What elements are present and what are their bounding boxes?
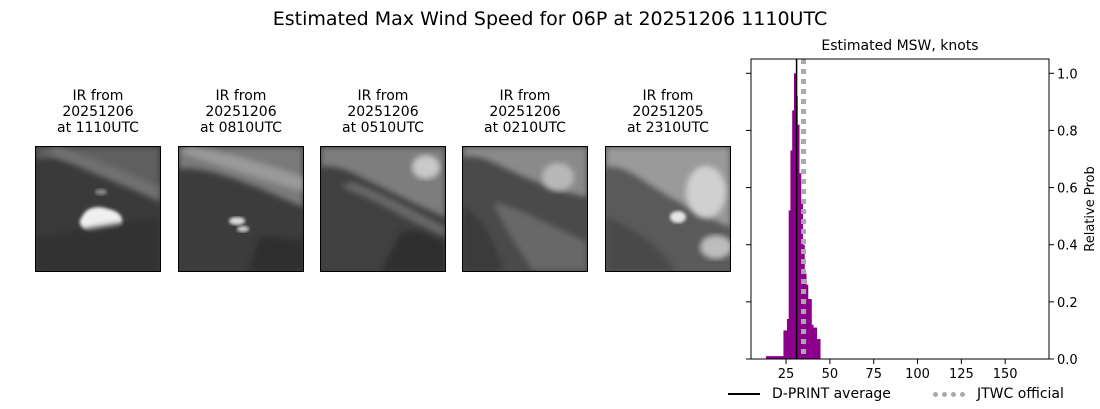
figure-title: Estimated Max Wind Speed for 06P at 2025… [272, 8, 828, 30]
reference-lines [795, 59, 807, 359]
histogram-bar [781, 356, 784, 359]
ir-caption-line: IR from [72, 88, 124, 104]
histogram-bar [804, 273, 807, 359]
histogram-bar [814, 327, 818, 359]
ir-caption-line: IR from [499, 88, 551, 104]
histogram-bar [790, 150, 793, 359]
histogram-bar [785, 330, 788, 359]
x-tick-label: 125 [949, 367, 974, 382]
legend-solid-line-icon [728, 393, 760, 395]
histogram-bar [818, 339, 821, 359]
legend-dotted-line-icon [933, 391, 965, 397]
plot-frame [750, 58, 1050, 360]
ir-caption-date: 20251206 [347, 104, 419, 120]
ir-caption: IR from 20251206 at 1110UTC [35, 88, 161, 140]
histogram-bar [813, 327, 816, 359]
ir-panel-5: IR from 20251205 at 2310UTC [605, 88, 731, 272]
histogram-bar [799, 173, 802, 359]
histogram-bar [769, 356, 772, 359]
ir-panel-4: IR from 20251206 at 0210UTC [462, 88, 588, 272]
x-tick-label: 100 [905, 367, 930, 382]
histogram-bar [774, 356, 777, 359]
legend-label: JTWC official [977, 386, 1064, 402]
y-tick-label: 1.0 [1057, 67, 1078, 82]
histogram-bar [765, 356, 768, 359]
histogram-bar [767, 356, 770, 359]
ir-caption: IR from 20251206 at 0210UTC [462, 88, 588, 140]
histogram-bar [797, 124, 800, 359]
chart-title: Estimated MSW, knots [821, 38, 978, 54]
ir-caption-time: at 0510UTC [342, 120, 424, 136]
ir-caption-line: IR from [642, 88, 694, 104]
x-axis-ticks: 25 50 75 100 125 150 [778, 359, 1018, 382]
ir-caption-date: 20251206 [205, 104, 277, 120]
ir-caption: IR from 20251205 at 2310UTC [605, 88, 731, 140]
x-tick-label: 25 [778, 367, 795, 382]
ir-satellite-image [35, 146, 161, 272]
ir-panel-2: IR from 20251206 at 0810UTC [178, 88, 304, 272]
histogram-bar [807, 299, 811, 359]
ir-caption-line: IR from [215, 88, 267, 104]
histogram-bar [811, 324, 814, 359]
ir-caption-time: at 1110UTC [57, 120, 139, 136]
histogram-bar [771, 356, 774, 359]
histogram-bar [779, 356, 782, 359]
histogram-bar [792, 110, 795, 359]
y-tick-label: 0.2 [1057, 296, 1078, 311]
legend-label: D-PRINT average [772, 386, 891, 402]
ir-caption-time: at 0810UTC [200, 120, 282, 136]
histogram-bar [772, 356, 775, 359]
ir-satellite-image [320, 146, 446, 272]
ir-panel-3: IR from 20251206 at 0510UTC [320, 88, 446, 272]
ir-caption-date: 20251205 [632, 104, 704, 120]
ir-caption: IR from 20251206 at 0510UTC [320, 88, 446, 140]
ir-caption-date: 20251206 [489, 104, 561, 120]
x-tick-label: 50 [822, 367, 839, 382]
ir-caption-time: at 0210UTC [484, 120, 566, 136]
ir-satellite-image [605, 146, 731, 272]
legend-item-dprint: D-PRINT average [728, 386, 891, 402]
y-tick-label: 0.8 [1057, 124, 1078, 139]
ir-panel-1: IR from 20251206 at 1110UTC [35, 88, 161, 272]
ir-caption-line: IR from [357, 88, 409, 104]
histogram-bar [793, 73, 796, 360]
legend-item-jtwc: JTWC official [933, 386, 1064, 402]
histogram-bar [786, 319, 789, 359]
ir-satellite-image [178, 146, 304, 272]
histogram-bar [776, 356, 779, 359]
histogram-bars [765, 73, 821, 360]
ir-caption-date: 20251206 [62, 104, 134, 120]
ir-caption: IR from 20251206 at 0810UTC [178, 88, 304, 140]
y-tick-label: 0.6 [1057, 182, 1078, 197]
y-tick-label: 0.0 [1057, 353, 1078, 368]
histogram-bar [778, 356, 781, 359]
y-axis-ticks: 0.0 0.2 0.4 0.6 0.8 1.0 [746, 67, 1078, 368]
y-tick-label: 0.4 [1057, 239, 1078, 254]
x-tick-label: 150 [993, 367, 1018, 382]
x-tick-label: 75 [865, 367, 882, 382]
ir-satellite-image [462, 146, 588, 272]
histogram-bar [806, 284, 809, 359]
histogram-bar [788, 210, 791, 359]
histogram-bar [809, 299, 812, 359]
y-axis-label: Relative Prob [1083, 166, 1098, 251]
ir-caption-time: at 2310UTC [627, 120, 709, 136]
histogram-bar [783, 330, 786, 359]
histogram-bar [816, 339, 819, 359]
